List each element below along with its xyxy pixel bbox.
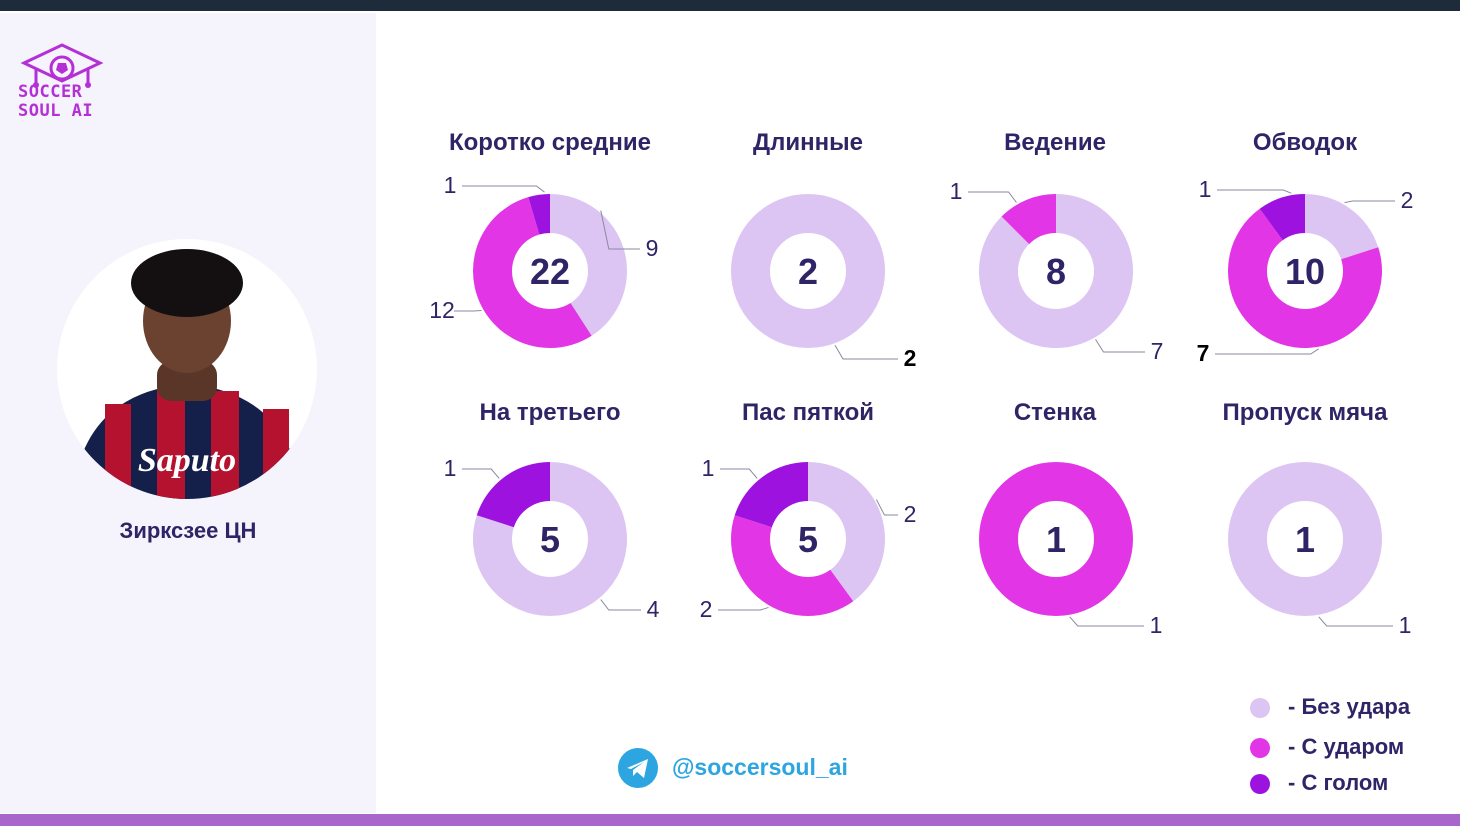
leader-line bbox=[1069, 616, 1144, 627]
donut-slice bbox=[979, 462, 1133, 616]
leader-line bbox=[720, 468, 758, 479]
donut-slice bbox=[1228, 462, 1382, 616]
donut-slice bbox=[979, 194, 1133, 348]
chart-title-take-ons: Обводок bbox=[1252, 129, 1358, 156]
legend-item-with-goal: - С голом bbox=[1248, 770, 1460, 798]
donut-value-label: 1 bbox=[702, 455, 715, 481]
brand-line-1: SOCCER bbox=[18, 82, 83, 102]
leader-line bbox=[600, 599, 641, 611]
leader-line bbox=[968, 191, 1017, 203]
soccer-soul-logo-icon bbox=[20, 43, 104, 88]
donut-slice bbox=[472, 197, 592, 348]
legend-label: - С ударом bbox=[1288, 734, 1405, 759]
donut-slice bbox=[473, 462, 627, 616]
donut-slice bbox=[730, 515, 854, 617]
donut-value-label: 7 bbox=[1151, 338, 1164, 364]
legend-item-with-shot: - С ударом bbox=[1248, 734, 1460, 762]
chart-title-short-medium: Коротко средние bbox=[449, 129, 651, 156]
leader-line bbox=[1318, 616, 1393, 627]
donut-value-label: 1 bbox=[444, 172, 457, 198]
donut-value-label: 1 bbox=[1399, 612, 1412, 638]
donut-value-label: 1 bbox=[1199, 176, 1212, 202]
legend-swatch bbox=[1250, 698, 1270, 718]
leader-line bbox=[875, 499, 898, 516]
donut-value-label: 1 bbox=[1150, 612, 1163, 638]
donut-value-label: 2 bbox=[700, 596, 713, 622]
donut-value-label: 1 bbox=[950, 178, 963, 204]
leader-line bbox=[834, 344, 898, 360]
legend-swatch bbox=[1250, 738, 1270, 758]
donut-slice bbox=[731, 194, 885, 348]
top-bar bbox=[0, 0, 1460, 11]
chart-title-backheel: Пас пяткой bbox=[742, 399, 874, 426]
chart-title-one-two: Стенка bbox=[1013, 399, 1097, 426]
donut-slice bbox=[476, 462, 550, 528]
leader-line bbox=[718, 606, 769, 611]
chart-title-long: Длинные bbox=[753, 129, 863, 156]
donut-value-label: 12 bbox=[429, 297, 455, 323]
leader-line bbox=[1344, 200, 1395, 204]
chart-title-third-man: На третьего bbox=[479, 399, 621, 426]
donut-value-label: 1 bbox=[444, 455, 457, 481]
telegram-handle[interactable]: @soccersoul_ai bbox=[672, 754, 848, 780]
donut-total-label: 5 bbox=[540, 519, 560, 560]
legend-label: - Без удара bbox=[1288, 694, 1411, 719]
donut-value-label: 2 bbox=[904, 501, 917, 527]
leader-line bbox=[1217, 189, 1292, 194]
shirt-sponsor-text: Saputo bbox=[138, 442, 236, 479]
donut-slice bbox=[1228, 208, 1382, 348]
leader-line bbox=[1215, 348, 1319, 355]
player-name: Зирксзее ЦН bbox=[119, 518, 257, 543]
brand-line-2: SOUL AI bbox=[18, 101, 94, 121]
donut-total-label: 1 bbox=[1046, 519, 1066, 560]
donut-slice bbox=[1001, 194, 1056, 245]
donut-total-label: 1 bbox=[1295, 519, 1315, 560]
leader-line bbox=[462, 185, 545, 193]
chart-title-dribbling: Ведение bbox=[1004, 129, 1106, 156]
social-handle[interactable]: @soccersoul_ai bbox=[618, 748, 918, 788]
donut-total-label: 8 bbox=[1046, 251, 1066, 292]
donut-value-label: 4 bbox=[647, 596, 660, 622]
donut-slice bbox=[734, 462, 808, 528]
donut-slice bbox=[808, 462, 886, 602]
donut-total-label: 2 bbox=[798, 251, 818, 292]
chart-title-dummy: Пропуск мяча bbox=[1222, 399, 1388, 426]
donut-value-label: 9 bbox=[646, 235, 659, 261]
donut-slice bbox=[528, 194, 550, 235]
legend-swatch bbox=[1250, 774, 1270, 794]
donut-total-label: 5 bbox=[798, 519, 818, 560]
leader-line bbox=[462, 468, 500, 479]
donut-value-label: 7 bbox=[1197, 340, 1210, 366]
leader-line bbox=[600, 210, 640, 250]
legend-label: - С голом bbox=[1288, 770, 1389, 795]
donut-value-label: 2 bbox=[1401, 187, 1414, 213]
donut-total-label: 22 bbox=[530, 251, 570, 292]
player-avatar: Saputo bbox=[57, 239, 317, 499]
telegram-icon bbox=[618, 748, 658, 788]
donut-slice bbox=[1259, 194, 1305, 241]
leader-line bbox=[454, 310, 482, 312]
donut-slice bbox=[550, 194, 628, 336]
donut-total-label: 10 bbox=[1285, 251, 1325, 292]
donut-slice bbox=[1305, 194, 1379, 260]
sidebar: SOCCER SOUL AI Saputo Зирксзее ЦН bbox=[0, 13, 376, 813]
leader-line bbox=[1095, 339, 1145, 353]
legend-item-no-shot: - Без удара bbox=[1248, 694, 1460, 722]
donut-value-label: 2 bbox=[904, 345, 917, 371]
bottom-bar bbox=[0, 814, 1460, 826]
